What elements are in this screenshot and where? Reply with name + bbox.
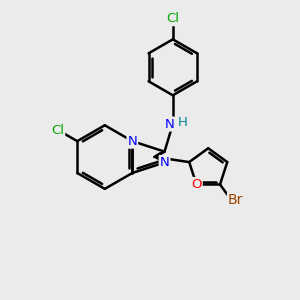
Text: N: N xyxy=(128,135,137,148)
Text: N: N xyxy=(164,118,174,130)
Text: H: H xyxy=(178,116,188,129)
Text: N: N xyxy=(160,156,170,169)
Text: Cl: Cl xyxy=(166,12,179,25)
Text: Cl: Cl xyxy=(51,124,64,136)
Text: O: O xyxy=(191,178,202,191)
Text: Br: Br xyxy=(228,193,243,207)
